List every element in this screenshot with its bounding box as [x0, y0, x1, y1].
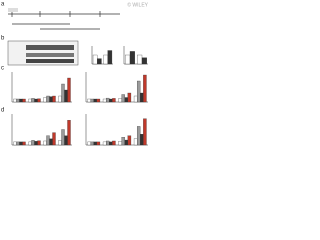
bar [28, 98, 32, 103]
bar [37, 98, 41, 103]
figure: a b c d © WILEY [0, 0, 150, 153]
bar [58, 95, 62, 103]
bar [31, 98, 35, 103]
bar [136, 126, 141, 146]
bar [133, 95, 138, 103]
bar [49, 96, 53, 103]
bar [58, 140, 62, 146]
bar [121, 137, 125, 146]
bar [43, 97, 47, 103]
bar [143, 118, 147, 146]
bar [102, 98, 107, 103]
bar [28, 141, 32, 146]
bar [112, 140, 116, 146]
bar [102, 141, 107, 146]
watermark: © WILEY [127, 1, 148, 8]
western-blot [7, 40, 79, 66]
blot-band [26, 45, 74, 50]
panel-label: d [1, 108, 4, 114]
bar [46, 95, 50, 103]
bar [22, 98, 26, 103]
bar [118, 141, 122, 146]
bar [137, 54, 143, 65]
bar [16, 98, 20, 103]
bar [90, 98, 94, 103]
bar [87, 98, 91, 103]
blot-band [26, 53, 74, 57]
bar [13, 98, 17, 103]
bar [64, 89, 68, 103]
bar [106, 97, 110, 103]
bar [140, 92, 144, 103]
panel-label: b [1, 36, 5, 42]
bar [31, 140, 35, 146]
bar [109, 98, 113, 103]
bar [125, 54, 131, 65]
bar [97, 58, 102, 65]
background [0, 0, 150, 153]
bar [22, 141, 26, 146]
bar [34, 141, 38, 146]
bar [124, 139, 128, 146]
bar [43, 140, 47, 146]
bar [61, 129, 65, 146]
bar [61, 83, 65, 103]
bar [96, 98, 101, 103]
bar [67, 77, 71, 103]
bar [52, 95, 56, 103]
bar [109, 141, 113, 146]
panel-label: a [1, 2, 5, 8]
bar [34, 98, 38, 103]
bar [64, 135, 68, 146]
bar [13, 141, 17, 146]
bar [136, 80, 141, 103]
bar [87, 141, 91, 146]
timeline-box [8, 8, 18, 12]
bar [129, 51, 135, 65]
bar [106, 140, 110, 146]
bar [49, 138, 53, 146]
bar [140, 133, 144, 146]
blot-band [26, 59, 74, 63]
bar [118, 98, 122, 103]
bar [127, 92, 132, 103]
panel-label: c [1, 66, 4, 72]
bar [90, 141, 94, 146]
bar [52, 132, 56, 146]
bar [133, 138, 138, 146]
bar [16, 141, 20, 146]
bar [103, 54, 108, 65]
bar [143, 74, 147, 103]
bar [107, 50, 113, 65]
timeline [8, 8, 120, 30]
bar [127, 135, 132, 146]
bar [112, 98, 116, 103]
bar [121, 94, 125, 103]
bar [141, 57, 147, 65]
bar [46, 135, 50, 146]
bar [37, 140, 41, 146]
bar [96, 141, 101, 146]
bar [19, 141, 23, 146]
bar [67, 120, 71, 146]
bar [93, 141, 97, 146]
bar [124, 97, 128, 103]
bar [93, 98, 97, 103]
bar [19, 98, 23, 103]
bar [92, 54, 98, 65]
